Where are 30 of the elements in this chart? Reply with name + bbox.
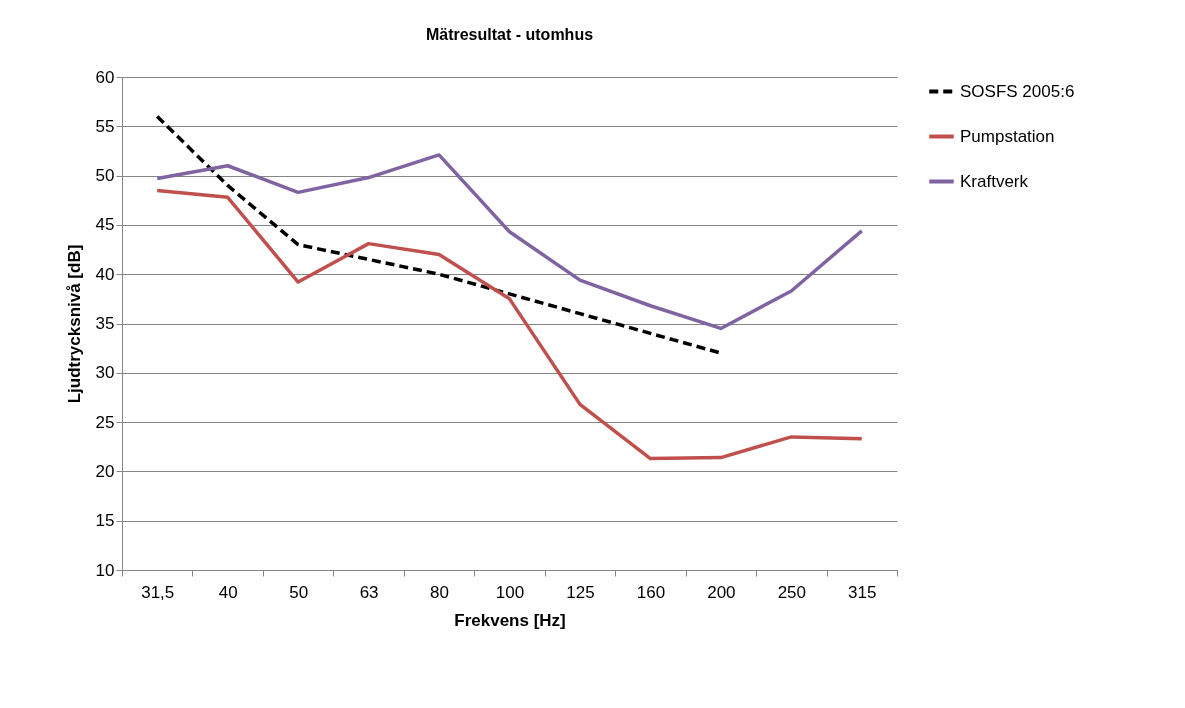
y-tick-label: 20 xyxy=(95,461,115,481)
y-tick-label: 60 xyxy=(95,67,115,87)
x-tick-label: 63 xyxy=(359,582,379,602)
x-tick-label: 40 xyxy=(218,582,238,602)
y-tick-label: 40 xyxy=(95,264,115,284)
x-tick-label: 160 xyxy=(636,582,666,602)
y-tick-label: 15 xyxy=(95,511,115,531)
x-tick-label: 250 xyxy=(777,582,807,602)
y-tick-label: 30 xyxy=(95,363,115,383)
y-tick-label: 35 xyxy=(95,314,115,333)
x-tick-label: 31,5 xyxy=(141,582,175,602)
legend-label: Pumpstation xyxy=(960,126,1055,146)
y-tick-label: 10 xyxy=(95,560,115,580)
x-tick-label: 315 xyxy=(848,582,877,602)
y-axis-title: Ljudtrycksnivå [dB] xyxy=(64,244,84,404)
chart-title: Mätresultat - utomhus xyxy=(425,26,594,43)
line-series xyxy=(155,153,864,331)
y-tick-label: 45 xyxy=(95,215,115,235)
legend-label: Kraftverk xyxy=(960,171,1029,191)
y-tick-label: 25 xyxy=(95,412,115,432)
x-tick-label: 80 xyxy=(430,582,450,602)
x-tick-label: 50 xyxy=(289,582,309,602)
x-tick-label: 100 xyxy=(495,582,525,602)
x-tick-label: 125 xyxy=(566,582,595,602)
line-series xyxy=(155,188,864,461)
x-axis-title: Frekvens [Hz] xyxy=(454,610,566,630)
y-tick-label: 55 xyxy=(95,116,115,136)
legend-label: SOSFS 2005:6 xyxy=(960,81,1075,101)
x-tick-label: 200 xyxy=(707,582,736,602)
y-tick-label: 50 xyxy=(95,166,115,186)
